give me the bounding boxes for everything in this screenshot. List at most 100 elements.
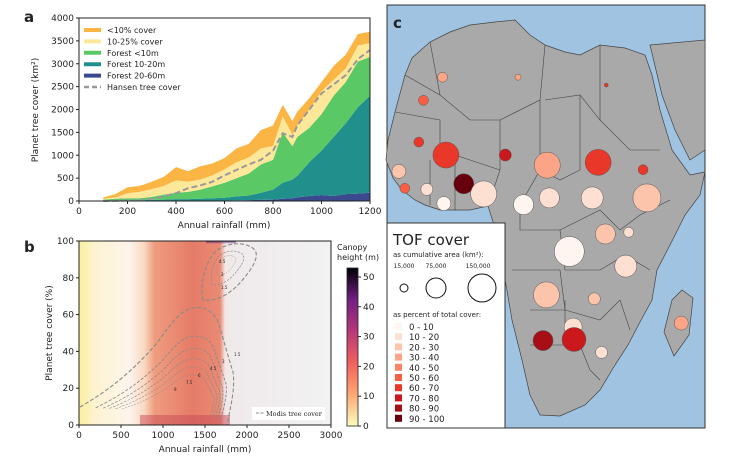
- x-tick-label: 600: [216, 207, 233, 217]
- legend-entry: Hansen tree cover: [107, 83, 181, 92]
- site-circle: [436, 196, 452, 211]
- site-circle: [432, 141, 460, 169]
- x-tick-label: 2000: [236, 431, 259, 441]
- hansen-line: [103, 49, 371, 202]
- y-tick-label: 100: [57, 237, 74, 247]
- y-tick-label: 20: [63, 384, 75, 394]
- svg-text:150,000: 150,000: [466, 263, 491, 270]
- y-tick-label: 60: [63, 311, 75, 321]
- x-tick-label: 0: [76, 431, 82, 441]
- colorbar-tick-label: 0: [363, 422, 369, 432]
- y-tick-label: 80: [63, 274, 75, 284]
- site-circle: [539, 187, 560, 209]
- bin-label: 40 - 50: [409, 364, 439, 374]
- y-tick-label: 3500: [51, 37, 74, 47]
- site-circle: [534, 151, 561, 179]
- bin-label: 80 - 90: [409, 405, 439, 415]
- site-circle: [623, 227, 634, 238]
- panel-a-ticks: 0 200 400 600 800 1000 1200 0 500 1000 1500 2000 250…: [51, 14, 382, 217]
- y-tick-label: 1000: [51, 151, 74, 161]
- colorbar-tick-label: 20: [363, 362, 375, 372]
- site-circle: [420, 183, 434, 196]
- x-tick-label: 800: [264, 207, 281, 217]
- y-tick-label: 3000: [51, 60, 74, 70]
- legend-entry: Forest 10-20m: [107, 60, 165, 69]
- site-circle: [470, 180, 497, 208]
- panel-a-areas: [103, 31, 370, 201]
- panel-b-ticks: 0 500 1000 1500 2000 2500 3000 0 20 40 60 80 100: [57, 237, 343, 441]
- x-tick-label: 1200: [359, 207, 382, 217]
- area-10-25-cover: [103, 43, 370, 200]
- site-circle: [513, 194, 534, 215]
- area-forest-10-20m: [103, 95, 370, 201]
- svg-text:1.5: 1.5: [234, 352, 241, 357]
- area-forest-20-60m: [103, 192, 370, 201]
- site-circle: [453, 173, 475, 195]
- site-circle: [554, 236, 585, 267]
- area-forest-10m: [103, 56, 370, 201]
- svg-text:as cumulative area (km²):: as cumulative area (km²):: [393, 251, 484, 259]
- contour-labels: 1.5 3 4.5 6 7.5 9 1.5 3 4.5: [174, 259, 241, 392]
- site-circle: [532, 330, 554, 351]
- panel-b-label: b: [24, 238, 35, 256]
- map-legend: TOF cover as cumulative area (km²): 15,0…: [386, 222, 506, 429]
- colorbar-tick-label: 10: [363, 392, 375, 402]
- map-panel: c TOF cover as cumulative area (km²): 15…: [385, 4, 706, 429]
- y-tick-label: 0: [68, 197, 74, 207]
- panel-a-legend: <10% cover 10-25% cover Forest <10m Forest …: [84, 26, 181, 92]
- svg-text:6: 6: [198, 373, 201, 378]
- colorbar-tick-label: 40: [363, 303, 375, 313]
- y-tick-label: 0: [68, 421, 74, 431]
- bin-swatch: [395, 333, 402, 341]
- bin-label: 30 - 40: [409, 354, 439, 364]
- site-circle: [580, 186, 604, 210]
- bin-swatch: [395, 394, 402, 402]
- site-circle: [603, 82, 609, 88]
- site-circle: [418, 95, 429, 106]
- bin-label: 50 - 60: [409, 374, 439, 384]
- svg-text:15,000: 15,000: [394, 263, 415, 270]
- legend-entry: 10-25% cover: [107, 37, 163, 46]
- y-tick-label: 4000: [51, 14, 74, 24]
- heatmap: 1.5 3 4.5 6 7.5 9 1.5 3 4.5: [79, 241, 331, 425]
- legend-title: TOF cover: [392, 231, 470, 249]
- contour-legend: Modis tree cover: [252, 407, 325, 420]
- size-key-medium: [425, 277, 447, 299]
- bin-swatch: [395, 323, 402, 330]
- bin-label: 60 - 70: [409, 384, 439, 394]
- colorbar: Canopy height (m) 0 10 20 30 40 50: [337, 243, 379, 432]
- site-circle: [584, 149, 612, 176]
- x-tick-label: 2500: [278, 431, 301, 441]
- svg-text:3: 3: [221, 272, 224, 277]
- bin-label: 70 - 80: [409, 394, 439, 404]
- bin-swatch: [395, 363, 402, 371]
- site-circle: [595, 346, 608, 359]
- site-circle: [514, 73, 522, 81]
- bin-label: 10 - 20: [409, 333, 439, 343]
- svg-text:9: 9: [174, 387, 177, 392]
- svg-text:Modis tree cover: Modis tree cover: [266, 410, 323, 418]
- site-circle: [588, 292, 601, 306]
- svg-text:4.5: 4.5: [219, 259, 226, 264]
- site-circle: [632, 183, 662, 213]
- colorbar-tick-label: 50: [363, 273, 375, 283]
- site-circle: [614, 254, 637, 278]
- panel-a-ylabel: Planet tree cover (km²): [31, 58, 41, 163]
- site-circle: [499, 148, 512, 162]
- y-tick-label: 40: [63, 347, 75, 357]
- colorbar-tick-label: 30: [363, 333, 375, 343]
- legend-entry: Forest 20-60m: [107, 72, 165, 81]
- site-circle: [391, 164, 407, 179]
- site-circle: [399, 183, 411, 194]
- y-tick-label: 1500: [51, 128, 74, 138]
- site-circle: [413, 136, 425, 148]
- x-tick-label: 0: [76, 207, 82, 217]
- bin-swatch: [395, 404, 402, 412]
- x-tick-label: 3000: [320, 431, 343, 441]
- x-tick-label: 1000: [152, 431, 175, 441]
- x-tick-label: 1000: [310, 207, 333, 217]
- bin-label: 0 - 10: [409, 323, 434, 333]
- panel-c-label: c: [393, 14, 402, 32]
